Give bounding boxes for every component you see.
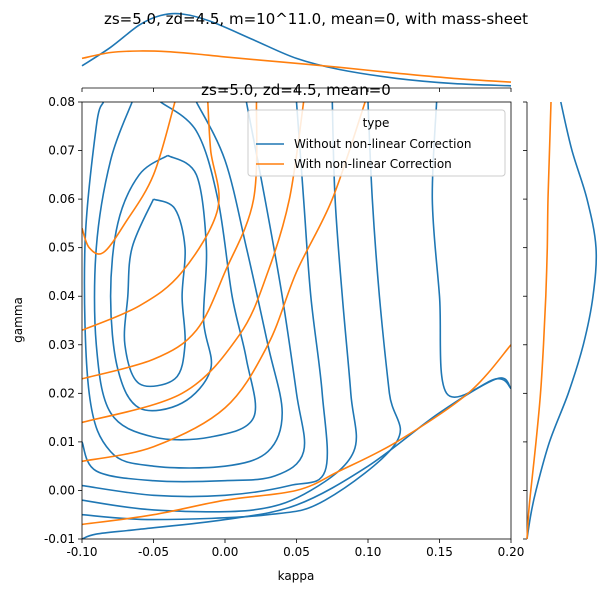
x-tick-label: 0.10	[355, 545, 382, 559]
legend-box	[247, 109, 506, 177]
contour-with-3	[82, 102, 305, 424]
x-axis: -0.10 -0.05 0.00 0.05 0.10 0.15 0.20	[66, 539, 524, 559]
contour-with-2	[82, 102, 258, 380]
contour-without-2	[93, 102, 257, 441]
contour-with-1	[82, 102, 220, 331]
y-tick-label: -0.01	[44, 532, 75, 546]
x-tick-label: 0.00	[212, 545, 239, 559]
legend-label-without: Without non-linear Correction	[294, 137, 471, 151]
top-marginal	[81, 12, 512, 92]
x-tick-label: 0.20	[498, 545, 525, 559]
contour-without-9	[82, 377, 511, 539]
x-tick-label: -0.10	[66, 545, 97, 559]
y-axis: -0.01 0.00 0.01 0.02 0.03 0.04 0.05 0.06 0.07 0.0…	[44, 95, 82, 546]
y-tick-label: 0.07	[48, 144, 75, 158]
x-tick-label: -0.05	[138, 545, 169, 559]
y-tick-label: 0.00	[48, 483, 75, 497]
right-density-without	[526, 101, 598, 540]
legend-label-with: With non-linear Correction	[294, 157, 452, 171]
legend: type Without non-linear Correction With …	[247, 109, 506, 177]
y-tick-label: 0.01	[48, 435, 75, 449]
contour-with-5	[82, 344, 511, 526]
top-density-with	[81, 50, 512, 83]
right-density-with	[526, 101, 552, 540]
top-density-without	[81, 12, 512, 87]
contour-without-3	[83, 102, 284, 469]
chart-subtitle: zs=5.0, zd=4.5, mean=0	[201, 81, 391, 99]
chart-title: zs=5.0, zd=4.5, m=10^11.0, mean=0, with …	[104, 10, 528, 28]
y-tick-label: 0.02	[48, 386, 75, 400]
contour-without-0	[123, 198, 187, 388]
contour-with-4	[82, 102, 366, 463]
contour-with-0	[82, 102, 176, 255]
contour-without-1	[109, 154, 213, 412]
x-axis-label: kappa	[278, 569, 315, 583]
y-tick-label: 0.05	[48, 241, 75, 255]
x-tick-label: 0.05	[283, 545, 310, 559]
y-tick-label: 0.08	[48, 95, 75, 109]
contour-without-4	[82, 102, 306, 483]
y-tick-label: 0.04	[48, 289, 75, 303]
x-tick-label: 0.15	[426, 545, 453, 559]
main-plot: -0.10 -0.05 0.00 0.05 0.10 0.15 0.20 -0.01 0.00…	[44, 95, 524, 559]
legend-title: type	[363, 116, 390, 130]
contour-without-5	[82, 102, 329, 498]
y-axis-label: gamma	[11, 297, 25, 343]
right-marginal	[523, 101, 598, 540]
contour-without-6	[82, 102, 358, 513]
y-tick-label: 0.06	[48, 192, 75, 206]
y-tick-label: 0.03	[48, 338, 75, 352]
